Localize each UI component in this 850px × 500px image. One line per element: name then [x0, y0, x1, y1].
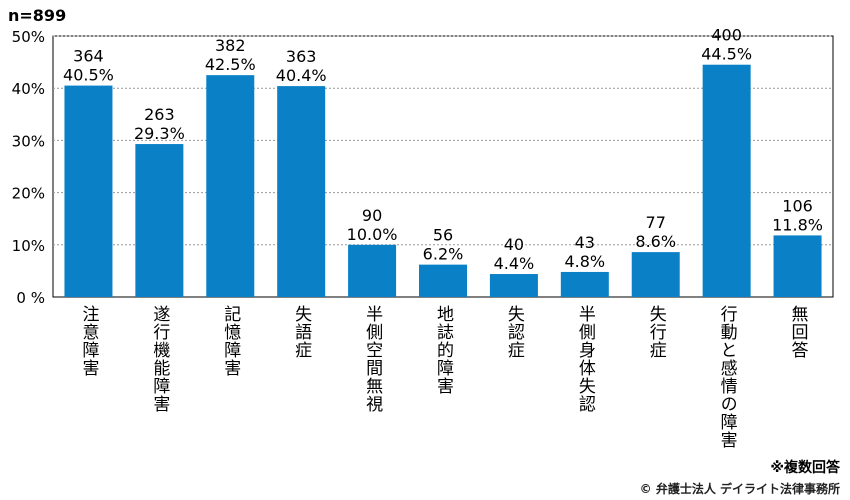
- category-label: 記憶障害: [220, 305, 241, 377]
- bar: [702, 64, 751, 298]
- category-label: 地誌的障害: [433, 305, 454, 395]
- count-label: 363: [286, 47, 317, 66]
- y-tick-label: 40%: [12, 80, 45, 98]
- percent-label: 6.2%: [423, 245, 464, 264]
- category-label: 失行症: [646, 305, 667, 359]
- bar: [773, 235, 822, 297]
- bar: [631, 252, 680, 297]
- bar: [206, 75, 255, 298]
- count-label: 400: [711, 26, 742, 45]
- category-label: 注意障害: [78, 305, 99, 377]
- percent-label: 29.3%: [134, 124, 185, 143]
- category-label: 失認症: [504, 305, 525, 359]
- bar: [135, 144, 184, 297]
- sample-size-label: n=899: [8, 6, 67, 25]
- bar: [419, 264, 467, 297]
- category-label: 半側空間無視: [362, 305, 383, 413]
- percent-label: 44.5%: [701, 45, 752, 64]
- percent-label: 4.8%: [564, 252, 605, 271]
- count-label: 364: [73, 47, 104, 66]
- category-label: 遂行機能障害: [149, 305, 170, 413]
- count-label: 43: [575, 233, 595, 252]
- category-label: 半側身体失認: [575, 305, 596, 413]
- count-label: 56: [433, 226, 453, 245]
- category-label: 失語症: [291, 305, 312, 359]
- percent-label: 42.5%: [205, 55, 256, 74]
- count-label: 90: [362, 206, 382, 225]
- bar: [560, 271, 609, 297]
- percent-label: 10.0%: [347, 225, 398, 244]
- percent-label: 4.4%: [494, 254, 535, 273]
- y-tick-label: 10%: [12, 237, 45, 255]
- y-tick-label: 50%: [12, 28, 45, 46]
- percent-label: 40.4%: [276, 66, 327, 85]
- bar: [277, 86, 326, 297]
- count-label: 106: [782, 196, 813, 215]
- category-label: 無回答: [788, 305, 809, 359]
- percent-label: 40.5%: [63, 66, 114, 85]
- multiple-answer-note: ※複数回答: [770, 460, 840, 476]
- bar: [64, 85, 113, 297]
- count-label: 263: [144, 105, 175, 124]
- percent-label: 8.6%: [635, 232, 676, 251]
- count-label: 382: [215, 36, 246, 55]
- category-label: 行動と感情の障害: [717, 305, 738, 449]
- bar: [489, 274, 538, 297]
- count-label: 77: [646, 213, 666, 232]
- percent-label: 11.8%: [772, 215, 823, 234]
- bar: [348, 244, 397, 297]
- y-tick-label: 30%: [12, 132, 45, 150]
- y-tick-label: 0 %: [16, 289, 45, 307]
- y-tick-label: 20%: [12, 185, 45, 203]
- count-label: 40: [504, 235, 524, 254]
- copyright-text: © 弁護士法人 デイライト法律事務所: [639, 482, 840, 496]
